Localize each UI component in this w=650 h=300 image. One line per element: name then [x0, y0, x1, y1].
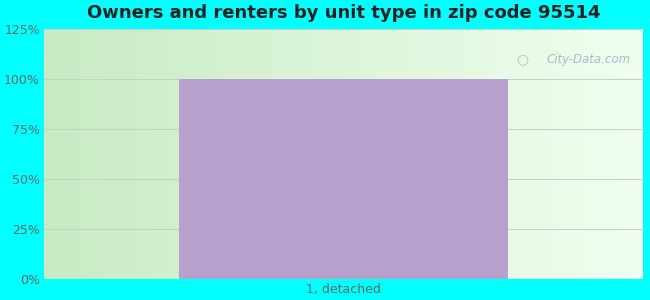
Title: Owners and renters by unit type in zip code 95514: Owners and renters by unit type in zip c…: [86, 4, 600, 22]
Bar: [179, 79, 508, 279]
Text: ○: ○: [517, 52, 528, 66]
Text: City-Data.com: City-Data.com: [547, 53, 630, 66]
